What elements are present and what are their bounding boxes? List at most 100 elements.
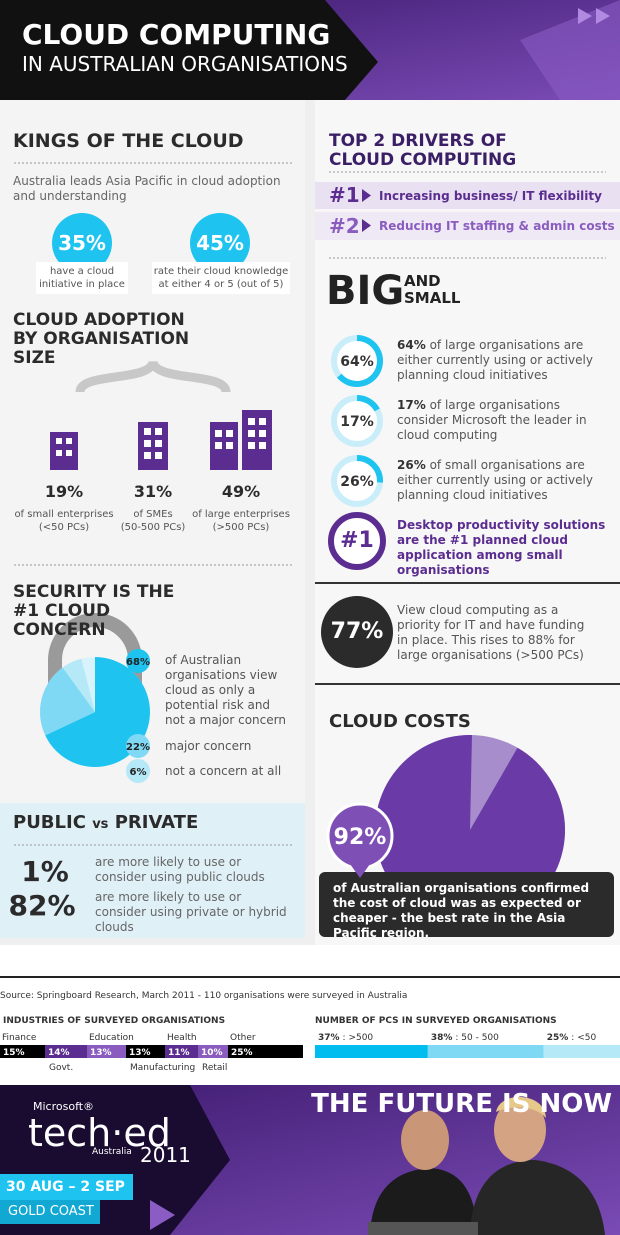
highlight-circle [328,512,386,570]
bar-title: NUMBER OF PCS IN SURVEYED ORGANISATIONS [315,1016,557,1026]
pointer [350,864,370,878]
pp-value: 82% [8,889,76,922]
stat-text: rate their cloud knowledge at either 4 o… [153,266,289,290]
pp-text: are more likely to use or consider using… [95,890,287,934]
bar-title: INDUSTRIES OF SURVEYED ORGANISATIONS [3,1016,226,1026]
section-title: SECURITY IS THE #1 CLOUD CONCERN [13,582,175,640]
bar-value: 14% [48,1048,70,1058]
decor [596,8,610,24]
title-part: vs [92,817,109,832]
big-title: BIG [326,268,405,314]
bar-value: 15% [3,1048,25,1058]
bar-value: 13% [129,1048,151,1058]
ring-arc [356,455,383,483]
title: CLOUD COMPUTING [22,18,331,51]
legend-text: major concern [165,739,252,753]
pp-text: are more likely to use or consider using… [95,855,265,884]
legend-value: 68% [126,657,150,668]
source-bg [0,945,620,1085]
bar-name: Other [230,1033,256,1043]
lock-shackle [48,613,142,690]
bar-segment [543,1045,620,1058]
group-text: of small enterprises [14,509,114,520]
priority-text: View cloud computing as a priority for I… [397,603,585,662]
group-text: of SMEs [133,509,173,520]
and-title: AND [404,272,441,290]
bar-value: 37% [318,1033,340,1043]
arrow [362,189,371,202]
highlight-text: Desktop productivity solutions are the #… [397,518,606,577]
header-black [0,0,378,100]
section-title: KINGS OF THE CLOUD [13,130,244,152]
stat-circle [52,213,112,273]
priority-circle [321,596,393,668]
bar-value: 11% [168,1048,190,1058]
bar-segment [198,1045,228,1058]
tagline: THE FUTURE IS NOW [311,1089,612,1119]
dates: 30 AUG – 2 SEP [6,1179,125,1195]
source: Source: Springboard Research, March 2011… [0,991,408,1001]
decor [578,8,592,24]
bar-label: 37%: >500 [318,1033,373,1043]
ring-arc [356,395,380,412]
small-title: SMALL [404,289,461,307]
stat-box [36,262,128,294]
venue-box [0,1200,100,1224]
bar-segment [126,1045,165,1058]
group-sub: (<50 PCs) [38,522,90,533]
public-private-bg [0,803,305,938]
bar-name: Finance [2,1033,37,1043]
stat-box [152,262,290,294]
bar-range: : >500 [343,1033,374,1043]
bar-segment [0,1045,45,1058]
bar-segment [165,1045,198,1058]
bar-value: 38% [431,1033,453,1043]
bar-name: Education [89,1033,134,1043]
ring-text-value: 26% [397,458,426,472]
bar-value: 10% [201,1048,223,1058]
ring-text-body: of large organisations consider Microsof… [397,398,587,442]
photo [368,1096,605,1235]
year: 2011 [140,1143,191,1167]
legend-value: 6% [130,767,147,778]
location: Australia [92,1147,132,1157]
group-text: of large enterprises [192,509,290,520]
legend-text: of Australian organisations view cloud a… [165,653,286,727]
arrow [362,219,371,232]
costs-value: 92% [334,825,387,850]
ring-arc [336,335,383,387]
ring-text-value: 17% [397,398,426,412]
pie-slice [62,658,95,712]
bar-range: : <50 [571,1033,596,1043]
stat-circle [190,213,250,273]
bar-segment [315,1045,428,1058]
bar-segment [228,1045,303,1058]
bar-name: Govt. [49,1063,73,1073]
section-title: CLOUD ADOPTION BY ORGANISATION SIZE [13,310,190,368]
bar-label: 25%: <50 [547,1033,597,1043]
costs-text: of Australian organisations confirmed th… [333,881,590,940]
ring-text-body: of large organisations are either curren… [397,338,593,382]
stat-value: 35% [58,231,106,255]
windows [56,418,266,459]
group-sub: (>500 PCs) [212,522,270,533]
section-title: TOP 2 DRIVERS OF CLOUD COMPUTING [329,131,517,170]
intro: Australia leads Asia Pacific in cloud ad… [13,174,281,203]
event: tech·ed [28,1111,171,1155]
costs-box [319,872,614,937]
ring-text-body: of small organisations are either curren… [397,458,593,502]
driver-rank: #1 [329,183,360,207]
bar-name: Health [167,1033,197,1043]
pp-value: 1% [21,855,69,888]
legend-dot [126,734,150,758]
bar-range: : 50 - 500 [455,1033,499,1043]
title-part: PRIVATE [114,812,199,833]
decor [520,0,620,100]
bar-value: 13% [90,1048,112,1058]
venue: GOLD COAST [8,1204,94,1219]
section-title: PUBLIC vs PRIVATE [13,813,198,834]
bar-value: 25% [231,1048,253,1058]
title-part: PUBLIC [13,812,86,833]
